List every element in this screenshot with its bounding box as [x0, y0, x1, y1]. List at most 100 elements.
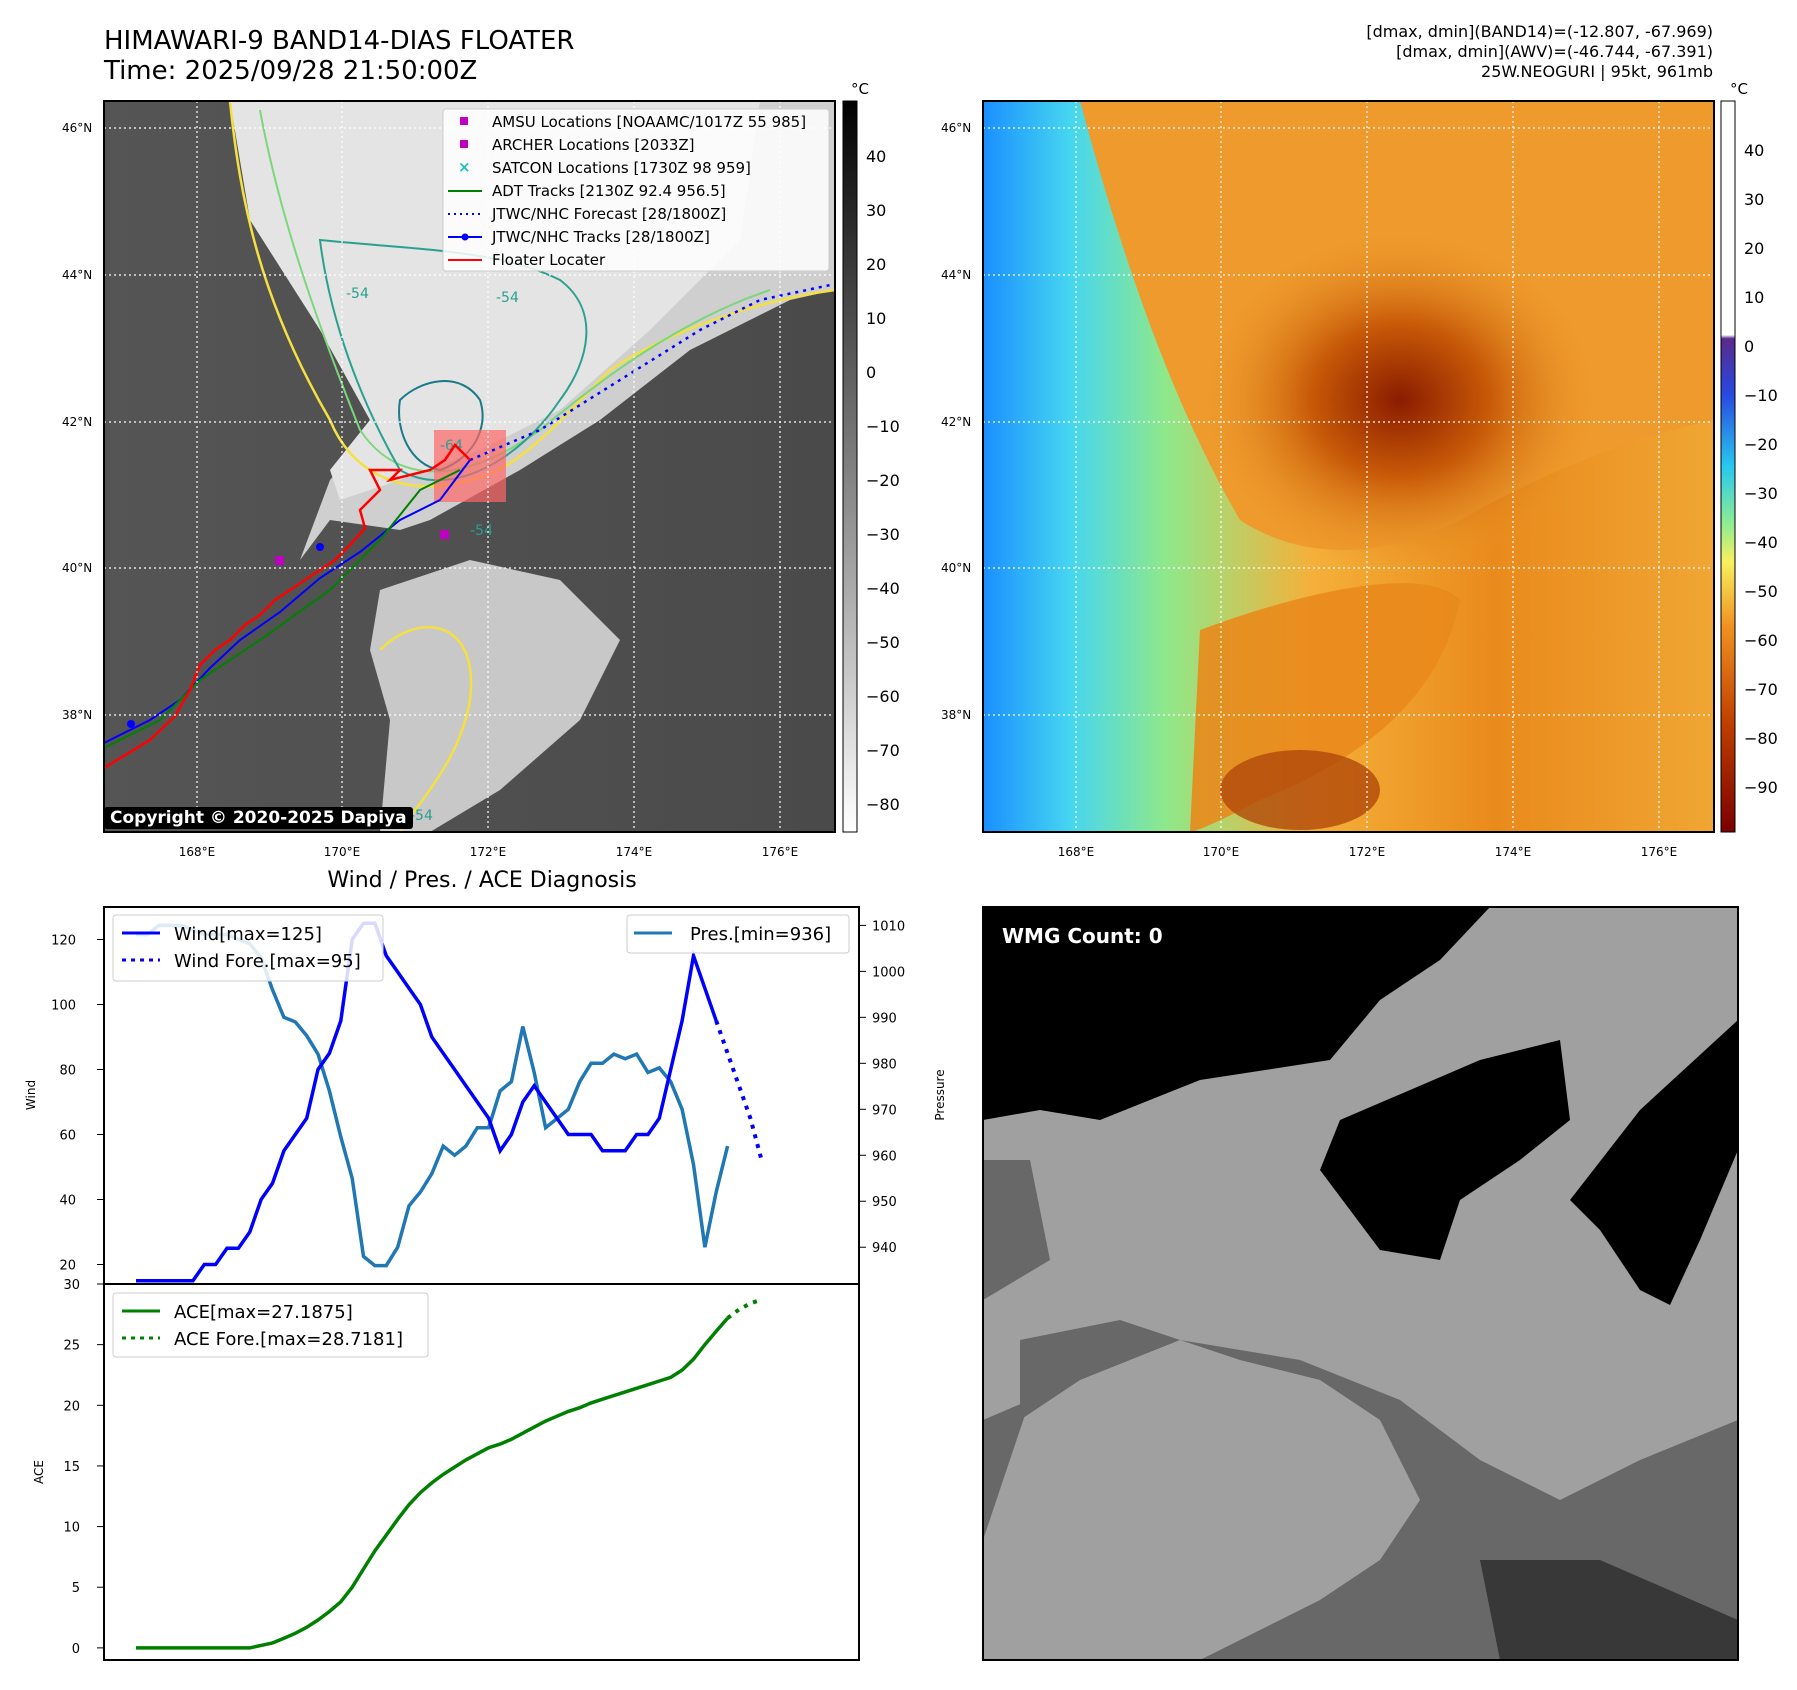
tracks-legend-dot	[461, 233, 469, 241]
colorbar-tick: −70	[1744, 680, 1778, 699]
pressure-y-ticks: 940 950 960 970 980 990 1000 1010	[859, 919, 905, 1256]
ace-y-ticks: 0 5 10 15 20 25 30	[63, 1278, 104, 1657]
colorbar-tick: −50	[866, 633, 900, 652]
pressure-tick-label: 990	[872, 1011, 897, 1026]
colorbar-tick: −80	[1744, 729, 1778, 748]
wv-colorbar-ticks: 40 30 20 10 0 −10 −20 −30 −40 −50 −60 −7…	[1744, 141, 1778, 797]
pressure-tick-label: 950	[872, 1195, 897, 1210]
lat-tick: 46°N	[62, 121, 92, 135]
ace-tick-label: 25	[63, 1339, 80, 1354]
pressure-ylabel: Pressure	[933, 1069, 947, 1120]
lon-tick: 170°E	[1203, 845, 1240, 859]
colorbar-tick: 30	[1744, 190, 1764, 209]
wind-line	[136, 921, 718, 1283]
archer-legend-marker	[460, 140, 468, 148]
wind-ylabel: Wind	[24, 1080, 38, 1110]
jtwc-forecast	[469, 282, 835, 462]
ir-contour-south	[379, 626, 473, 832]
wv-frame	[982, 100, 1715, 833]
ir-frame	[103, 100, 836, 833]
lat-tick: 44°N	[62, 268, 92, 282]
floater-box	[434, 430, 506, 502]
satcon-legend-marker: ×	[458, 158, 471, 176]
lon-tick: 174°E	[1495, 845, 1532, 859]
ace-line	[136, 1316, 729, 1650]
lat-tick: 42°N	[941, 415, 971, 429]
ace-tick-label: 20	[63, 1399, 80, 1414]
contour-label-54a: -54	[346, 286, 369, 302]
wmg-dark-west	[983, 1160, 1050, 1300]
colorbar-tick: −60	[1744, 631, 1778, 650]
wv-storm-core	[1200, 230, 1600, 570]
colorbar-tick: −50	[1744, 582, 1778, 601]
wv-gridlines	[983, 101, 1714, 832]
amsu-marker	[440, 530, 449, 539]
wmg-frame	[982, 906, 1739, 1661]
wmg-black-region-far-east	[1570, 1020, 1738, 1305]
title-line-1: HIMAWARI-9 BAND14-DIAS FLOATER	[104, 26, 575, 56]
wind-tick-label: 120	[51, 934, 76, 949]
lon-tick: 168°E	[1058, 845, 1095, 859]
ir-lon-ticks: 168°E 170°E 172°E 174°E 176°E	[179, 845, 799, 859]
info-line-1: [dmax, dmin](BAND14)=(-12.807, -67.969)	[1366, 22, 1713, 41]
map-legend: AMSU Locations [NOAAMC/1017Z 55 985] ARC…	[442, 108, 830, 272]
lon-tick: 168°E	[179, 845, 216, 859]
legend-box	[442, 108, 830, 272]
ace-forecast-line	[726, 1297, 763, 1320]
colorbar-tick: 40	[1744, 141, 1764, 160]
colorbar-tick: −70	[866, 741, 900, 760]
lon-tick: 172°E	[470, 845, 507, 859]
ir-colorbar-ticks: 40 30 20 10 0 −10 −20 −30 −40 −50 −60 −7…	[866, 147, 900, 814]
lat-tick: 38°N	[941, 708, 971, 722]
colorbar-tick: −10	[866, 417, 900, 436]
contour-label-64: -64	[440, 438, 463, 454]
ir-colorbar	[842, 100, 858, 833]
wind-tick-label: 100	[51, 999, 76, 1014]
pressure-tick-label: 1000	[872, 965, 905, 980]
lat-tick: 42°N	[62, 415, 92, 429]
colorbar-tick: 0	[1744, 337, 1754, 356]
wind-fore-legend-label: Wind Fore.[max=95]	[174, 951, 361, 972]
legend-archer: ARCHER Locations [2033Z]	[492, 136, 695, 154]
wind-tick-label: 20	[59, 1259, 76, 1274]
legend-forecast: JTWC/NHC Forecast [28/1800Z]	[491, 205, 726, 223]
wv-lat-ticks: 46°N 44°N 42°N 40°N 38°N	[941, 121, 971, 722]
archer-marker	[275, 556, 284, 565]
colorbar-tick: 20	[866, 255, 886, 274]
wind-tick-label: 80	[59, 1064, 76, 1079]
lat-tick: 44°N	[941, 268, 971, 282]
pressure-legend	[626, 914, 850, 954]
colorbar-tick: 20	[1744, 239, 1764, 258]
colorbar-tick: 30	[866, 201, 886, 220]
legend-floater: Floater Locater	[492, 251, 606, 269]
colorbar-tick: −90	[1744, 778, 1778, 797]
wv-map	[983, 101, 1714, 832]
ir-colorbar-unit: °C	[851, 80, 869, 98]
wind-forecast-line	[714, 1020, 764, 1162]
wv-colorbar	[1720, 100, 1736, 833]
colorbar-tick: −80	[866, 795, 900, 814]
storm-info: [dmax, dmin](BAND14)=(-12.807, -67.969) …	[1366, 22, 1713, 82]
lon-tick: 174°E	[616, 845, 653, 859]
ace-tick-label: 10	[63, 1521, 80, 1536]
jtwc-track	[104, 459, 471, 744]
pressure-tick-label: 970	[872, 1103, 897, 1118]
wmg-panel: WMG Count: 0	[982, 906, 1739, 1661]
amsu-legend-marker	[460, 117, 468, 125]
contour-label-54b: -54	[496, 290, 519, 306]
colorbar-tick: −40	[866, 579, 900, 598]
ace-legend-label: ACE[max=27.1875]	[174, 1302, 353, 1323]
lon-tick: 176°E	[762, 845, 799, 859]
ace-tick-label: 15	[63, 1460, 80, 1475]
ace-series-group	[136, 1297, 763, 1650]
colorbar-tick: −30	[1744, 484, 1778, 503]
wind-tick-label: 60	[59, 1129, 76, 1144]
colorbar-tick: −60	[866, 687, 900, 706]
contour-label-54c: -54	[470, 523, 493, 539]
floater-track	[104, 443, 471, 770]
lat-tick: 38°N	[62, 708, 92, 722]
colorbar-tick: −20	[866, 471, 900, 490]
ir-lat-ticks: 46°N 44°N 42°N 40°N 38°N	[62, 121, 92, 722]
colorbar-tick: 10	[1744, 288, 1764, 307]
